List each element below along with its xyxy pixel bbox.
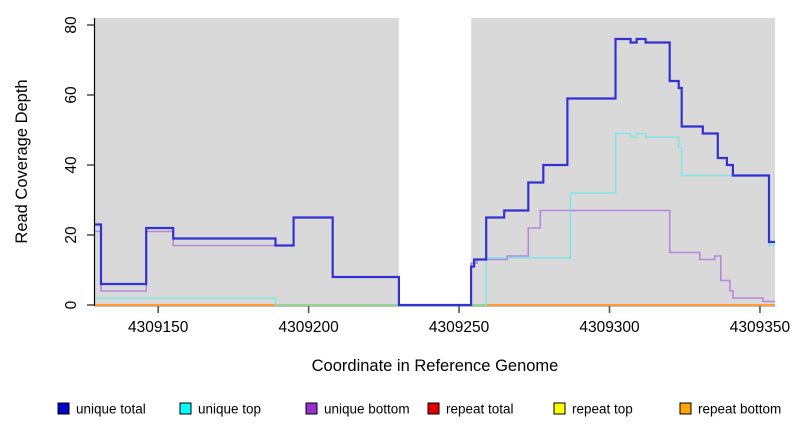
y-axis-title: Read Coverage Depth — [13, 79, 31, 243]
legend-swatch-unique-bottom — [305, 402, 318, 415]
y-axis-tick-label: 40 — [63, 156, 80, 174]
legend-swatch-repeat-bottom — [679, 402, 692, 415]
legend-swatch-unique-top — [179, 402, 192, 415]
y-axis-tick-label: 80 — [63, 16, 80, 34]
legend-item-repeat-total: repeat total — [427, 402, 514, 417]
y-axis-tick-label: 20 — [63, 226, 80, 244]
legend-swatch-repeat-total — [427, 402, 440, 415]
x-axis-title: Coordinate in Reference Genome — [312, 357, 559, 375]
legend-label: unique total — [76, 402, 146, 417]
legend-label: unique bottom — [324, 402, 410, 417]
series-line-unique-top — [95, 132, 775, 306]
legend-item-unique-top: unique top — [179, 402, 261, 417]
legend-label: repeat bottom — [698, 402, 781, 417]
legend-swatch-unique-total — [57, 402, 70, 415]
legend-item-repeat-top: repeat top — [553, 402, 633, 417]
legend-item-unique-bottom: unique bottom — [305, 402, 410, 417]
gap-band — [398, 18, 472, 305]
legend-swatch-repeat-top — [553, 402, 566, 415]
x-axis-tick-label: 4309200 — [278, 319, 339, 336]
legend-item-unique-total: unique total — [57, 402, 146, 417]
series-line-unique-bottom — [95, 209, 775, 306]
legend-label: repeat total — [446, 402, 514, 417]
series-line-unique-total — [95, 37, 775, 307]
y-axis-tick-label: 60 — [63, 86, 80, 104]
plot-background-right — [471, 18, 775, 305]
legend-label: repeat top — [572, 402, 633, 417]
plot-background-left — [95, 18, 399, 305]
y-axis-tick-label: 0 — [63, 300, 80, 309]
legend-label: unique top — [198, 402, 261, 417]
x-axis-tick-label: 4309150 — [128, 319, 189, 336]
x-axis-tick-label: 4309350 — [730, 319, 791, 336]
legend-item-repeat-bottom: repeat bottom — [679, 402, 781, 417]
x-axis-tick-label: 4309250 — [429, 319, 490, 336]
x-axis-tick-label: 4309300 — [579, 319, 640, 336]
